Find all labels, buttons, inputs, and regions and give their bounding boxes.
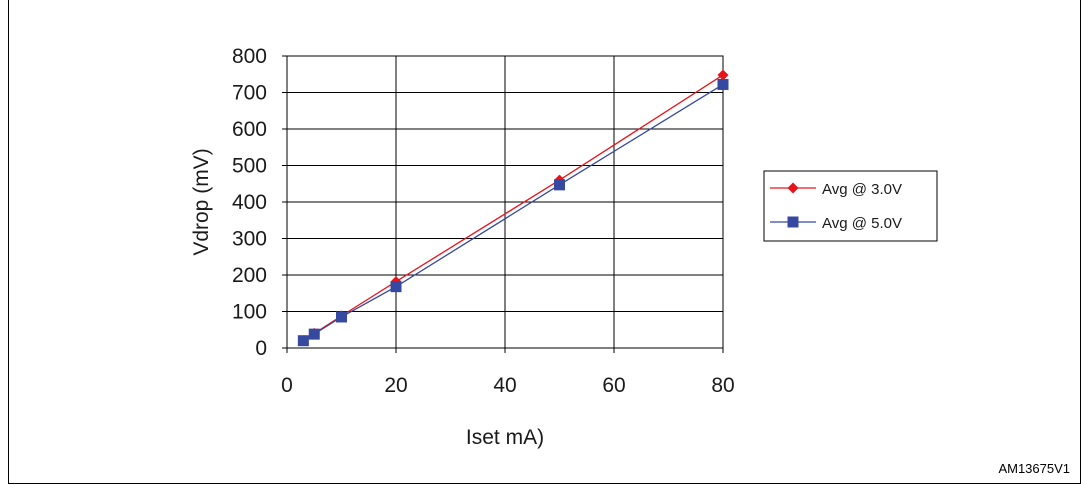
legend-label: Avg @ 3.0V (822, 181, 902, 198)
x-axis-title: Iset mA) (466, 426, 544, 449)
y-tick-label: 700 (232, 82, 267, 105)
y-tick-label: 800 (232, 45, 267, 68)
data-point (336, 311, 347, 322)
x-tick-label: 40 (493, 374, 516, 397)
x-tick-label: 0 (281, 374, 293, 397)
x-tick-label: 60 (602, 374, 625, 397)
data-point (391, 281, 402, 292)
grid (287, 56, 723, 348)
legend-label: Avg @ 5.0V (822, 215, 902, 232)
series-layer (298, 69, 729, 346)
y-tick-label: 500 (232, 155, 267, 178)
figure-id: AM13675V1 (998, 461, 1070, 476)
legend-marker (788, 217, 799, 228)
y-tick-label: 300 (232, 228, 267, 251)
y-axis: 0 100 200 300 400 500 600 700 800 (232, 45, 287, 360)
y-tick-label: 100 (232, 301, 267, 324)
y-tick-label: 400 (232, 191, 267, 214)
y-tick-label: 0 (255, 337, 267, 360)
y-tick-label: 200 (232, 264, 267, 287)
data-point (718, 79, 729, 90)
series-2 (298, 79, 729, 346)
x-tick-label: 80 (711, 374, 734, 397)
y-axis-title: Vdrop (mV) (190, 148, 213, 255)
legend: Avg @ 3.0V Avg @ 5.0V (764, 171, 937, 241)
series-line (303, 75, 723, 341)
data-point (309, 329, 320, 340)
data-point (554, 179, 565, 190)
x-tick-label: 20 (384, 374, 407, 397)
data-point (718, 69, 729, 80)
series-line (303, 84, 723, 340)
x-axis: 0 20 40 60 80 (281, 348, 735, 397)
y-tick-label: 600 (232, 118, 267, 141)
data-point (298, 335, 309, 346)
